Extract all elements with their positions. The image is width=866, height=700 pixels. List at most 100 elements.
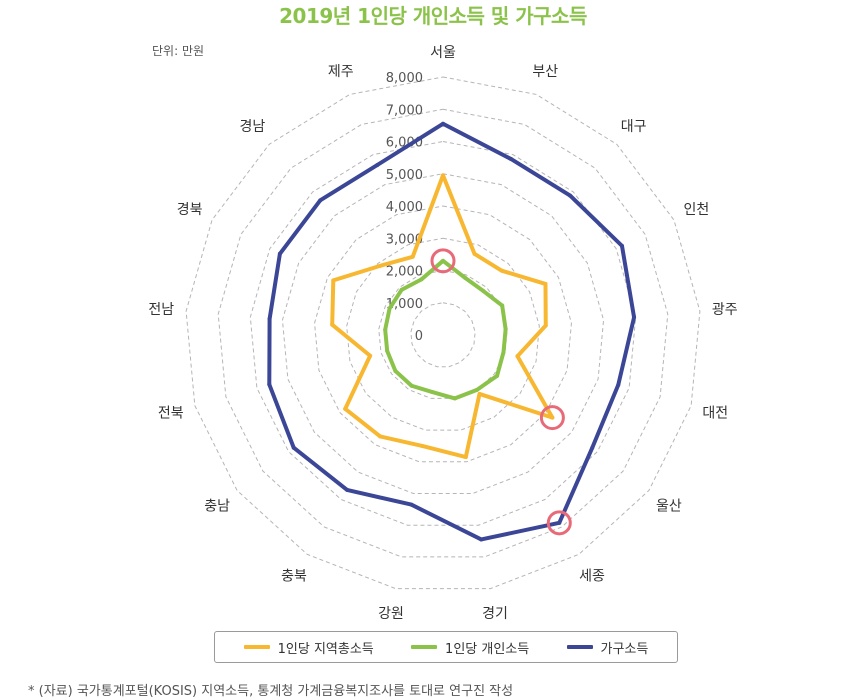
grid-ring [185, 76, 701, 590]
data-point [399, 287, 404, 292]
data-point [377, 263, 382, 268]
data-point [383, 327, 388, 332]
legend-item-personal-income: 1인당 개인소득 [411, 638, 529, 657]
data-point [420, 443, 425, 448]
tick-label: 8,000 [386, 71, 423, 86]
chart-legend: 1인당 지역총소득 1인당 개인소득 가구소득 [214, 631, 678, 663]
data-point [472, 251, 477, 256]
data-point [267, 382, 272, 387]
tick-label: 5,000 [386, 168, 423, 183]
category-label: 강원 [378, 606, 404, 622]
data-point [318, 198, 323, 203]
data-point [387, 306, 392, 311]
data-point [481, 288, 486, 293]
category-label: 전남 [148, 302, 174, 318]
data-point [543, 323, 548, 328]
category-label: 충남 [204, 499, 230, 515]
tick-label: 4,000 [386, 200, 423, 215]
category-label: 경기 [482, 606, 508, 622]
grid-ring [410, 302, 476, 368]
legend-label: 가구소득 [600, 641, 649, 657]
category-label: 부산 [532, 64, 558, 80]
category-label: 경북 [177, 202, 203, 218]
grid-ring [378, 269, 508, 399]
data-point [495, 373, 500, 378]
category-label: 울산 [656, 499, 682, 515]
highlight-circle [539, 405, 565, 431]
data-point [500, 303, 505, 308]
series-line [267, 121, 637, 542]
data-point [568, 193, 573, 198]
grid-ring [314, 205, 572, 463]
legend-swatch [566, 645, 593, 649]
data-point [632, 315, 637, 320]
tick-label: 3,000 [386, 232, 423, 247]
data-point [509, 157, 514, 162]
data-point [410, 254, 415, 259]
data-point [477, 391, 482, 396]
data-point [474, 387, 479, 392]
tick-label: 0 [415, 329, 423, 344]
data-point [267, 316, 272, 321]
data-point [409, 502, 414, 507]
category-label: 대전 [702, 405, 728, 421]
data-point [441, 258, 445, 263]
grid-ring [281, 173, 605, 495]
data-point [619, 243, 624, 248]
data-point [409, 383, 414, 388]
legend-item-household-income: 가구소득 [566, 638, 649, 657]
legend-label: 1인당 개인소득 [445, 641, 530, 657]
category-label: 세종 [579, 569, 605, 585]
legend-swatch [411, 645, 438, 649]
grid-ring [346, 237, 540, 431]
series-line [330, 173, 555, 460]
tick-label: 2,000 [386, 265, 423, 280]
data-point [463, 455, 468, 460]
data-point [452, 396, 457, 401]
category-label: 대구 [621, 119, 647, 135]
data-point [393, 368, 398, 373]
data-point [441, 173, 445, 178]
data-point [330, 322, 335, 327]
chart-title: 2019년 1인당 개인소득 및 가구소득 [279, 4, 587, 28]
category-label: 인천 [683, 202, 709, 218]
category-label: 서울 [430, 45, 456, 61]
legend-label: 1인당 지역총소득 [277, 641, 374, 657]
data-point [503, 327, 508, 332]
category-label: 제주 [328, 64, 354, 80]
grid-ring [249, 140, 637, 526]
data-point [331, 278, 336, 283]
data-point [419, 277, 424, 282]
highlight-circle [546, 510, 572, 536]
source-note: * (자료) 국가통계포털(KOSIS) 지역소득, 통계청 가계금융복지조사를… [28, 684, 514, 699]
data-point [515, 354, 520, 359]
data-point [441, 121, 445, 126]
data-point [343, 406, 348, 411]
unit-note: 단위: 만원 [152, 44, 205, 58]
data-point [499, 268, 504, 273]
category-label: 경남 [239, 119, 265, 135]
category-label: 전북 [158, 405, 184, 421]
tick-label: 7,000 [386, 103, 423, 118]
data-point [277, 251, 282, 256]
category-label: 충북 [281, 569, 307, 585]
data-point [501, 350, 506, 355]
highlight-circle [430, 248, 456, 274]
legend-swatch [243, 645, 270, 649]
data-point [430, 390, 435, 395]
data-point [375, 163, 380, 168]
data-point [291, 445, 296, 450]
data-point [543, 281, 548, 286]
category-label: 광주 [712, 302, 738, 318]
legend-item-regional-income: 1인당 지역총소득 [243, 638, 374, 657]
data-point [463, 275, 468, 280]
data-point [550, 415, 555, 420]
data-point [378, 434, 383, 439]
series-line [383, 258, 508, 401]
data-point [557, 520, 562, 525]
data-point [345, 487, 350, 492]
data-point [368, 353, 373, 358]
data-point [616, 382, 621, 387]
tick-label: 6,000 [386, 136, 423, 151]
